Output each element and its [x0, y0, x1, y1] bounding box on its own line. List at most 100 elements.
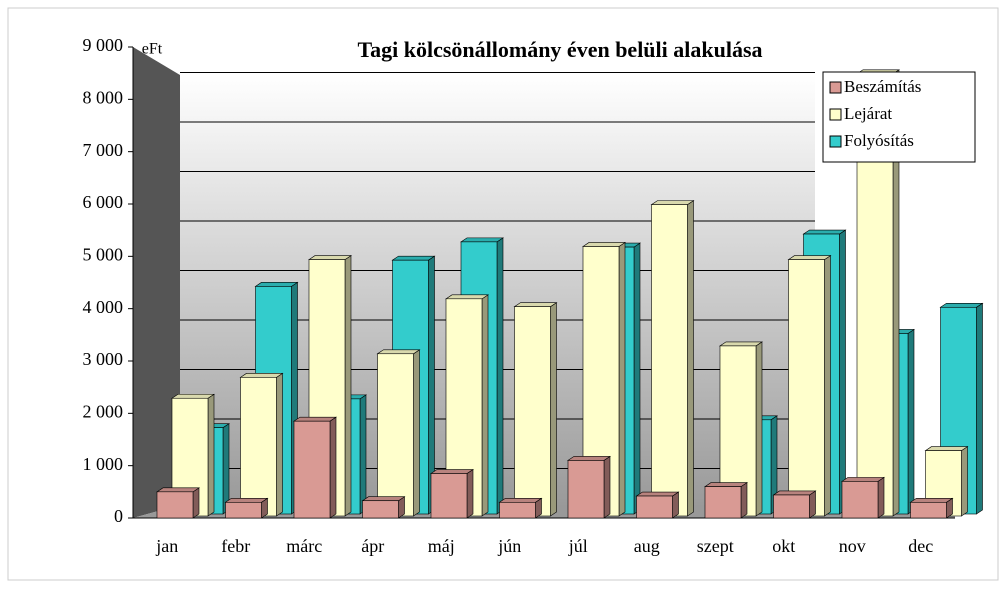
bar-top [376, 349, 421, 355]
bar-side [550, 302, 557, 517]
bar-side [961, 446, 968, 517]
bar-side [496, 237, 504, 515]
bar-top [635, 491, 680, 497]
bar-top [254, 282, 299, 287]
bar-top [719, 341, 763, 347]
bar-top [513, 302, 558, 307]
bar-top [567, 456, 611, 461]
bar [788, 259, 825, 517]
bar-top [772, 490, 817, 496]
bar-top [582, 242, 626, 247]
bar [156, 491, 194, 519]
y-tick-label: 4 000 [83, 297, 124, 317]
legend-swatch [829, 81, 842, 94]
y-tick-label: 5 000 [83, 244, 124, 264]
bar-side [839, 229, 846, 515]
x-tick-label: máj [428, 536, 455, 556]
x-tick-label: okt [772, 536, 795, 556]
bar [293, 420, 331, 519]
bar-side [413, 349, 420, 517]
y-tick-label: 2 000 [83, 401, 124, 421]
bar-top [650, 200, 695, 205]
bar-side [192, 487, 200, 519]
legend-label: Beszámítás [844, 77, 921, 96]
y-tick-label: 6 000 [83, 192, 124, 212]
y-tick-label: 0 [114, 506, 123, 526]
bar-side [207, 393, 215, 517]
x-tick-label: szept [697, 536, 734, 556]
bar-side [466, 468, 474, 519]
bar-side [755, 341, 763, 517]
bar-top [841, 477, 885, 482]
bar-side [329, 416, 337, 519]
legend-swatch [829, 135, 842, 148]
x-tick-label: jún [497, 536, 521, 556]
bar [567, 460, 605, 519]
bar [514, 306, 551, 517]
bar-top [430, 469, 474, 474]
legend-swatch [829, 108, 842, 121]
y-tick-label: 3 000 [83, 349, 124, 369]
x-tick-label: ápr [361, 536, 384, 556]
x-tick-label: nov [839, 536, 866, 556]
bar-side [907, 328, 915, 515]
bar [377, 353, 414, 517]
bar-top [909, 497, 954, 503]
bar-top [224, 497, 269, 503]
bar-top [239, 373, 284, 378]
bar-top [361, 496, 406, 502]
bar-side [824, 255, 831, 517]
x-tick-label: aug [634, 536, 660, 556]
bar-top [293, 416, 337, 422]
bar-top [939, 302, 984, 308]
bar-side [603, 455, 611, 519]
bar-side [687, 200, 694, 517]
bar [704, 486, 742, 519]
bar-top [924, 446, 969, 451]
bar-top [171, 393, 215, 399]
bar-top [498, 497, 543, 503]
bar [240, 377, 277, 517]
chart-title: Tagi kölcsönállomány éven belüli alakulá… [357, 37, 762, 62]
bar [651, 204, 688, 517]
bar-top [787, 255, 832, 260]
bar [225, 501, 262, 519]
side-wall [133, 47, 180, 518]
legend-box [822, 71, 976, 163]
bar-top [704, 482, 748, 487]
y-tick-label: 1 000 [83, 454, 124, 474]
bar-side [633, 242, 641, 515]
y-tick-label: 7 000 [83, 140, 124, 160]
x-tick-label: márc [286, 536, 322, 556]
bar-top [391, 255, 436, 261]
legend-label: Lejárat [844, 104, 892, 123]
bar [841, 481, 879, 519]
bar [636, 495, 673, 519]
bar-side [481, 294, 489, 517]
bar-top [802, 229, 847, 235]
bar-side [276, 372, 283, 517]
bar-top [460, 237, 504, 243]
frame [7, 7, 999, 581]
bar-top [156, 487, 200, 493]
y-tick-label: 8 000 [83, 87, 124, 107]
bar-side [618, 241, 626, 517]
bar [499, 501, 536, 519]
bar-side [877, 476, 885, 519]
y-tick-label: 9 000 [83, 35, 124, 55]
x-tick-label: febr [221, 536, 250, 556]
x-tick-label: dec [908, 536, 933, 556]
bar-side [740, 482, 748, 519]
bar [773, 494, 810, 519]
bar-top [308, 255, 352, 260]
bar [910, 501, 947, 519]
unit-label: eFt [142, 41, 163, 58]
bar-side [976, 302, 983, 515]
x-tick-label: júl [568, 536, 588, 556]
bar-top [445, 294, 489, 300]
bar-side [809, 490, 816, 519]
bar [362, 500, 399, 519]
x-tick-label: jan [155, 536, 178, 556]
bar-side [672, 491, 679, 519]
